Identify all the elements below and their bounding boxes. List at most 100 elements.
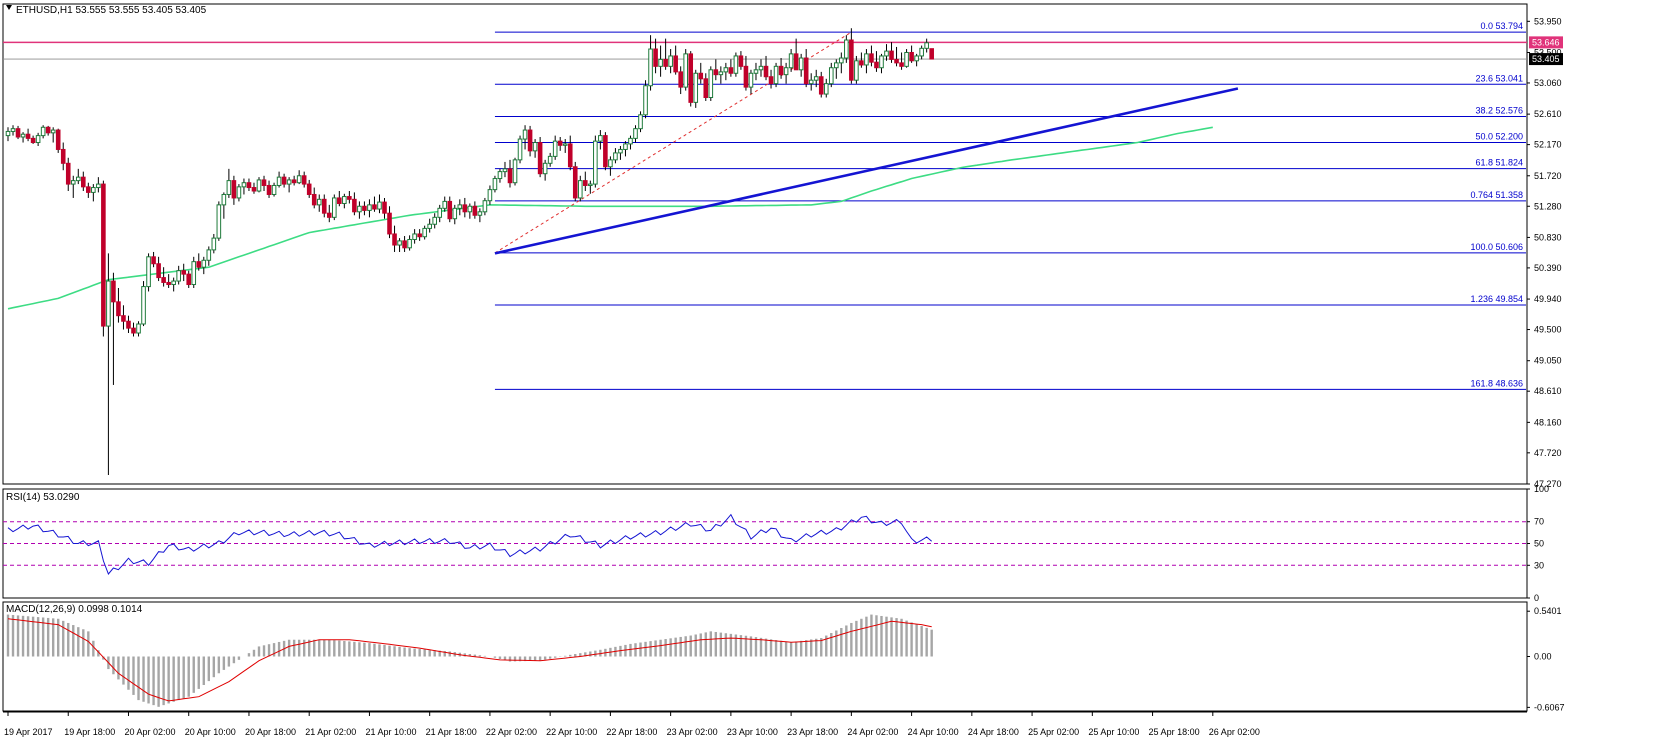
candle: [286, 177, 292, 193]
time-tick-label: 24 Apr 10:00: [908, 727, 959, 737]
candle-body: [603, 135, 608, 168]
candle-body: [86, 186, 91, 193]
candle: [583, 171, 588, 192]
candle: [638, 111, 643, 133]
candle: [803, 49, 809, 88]
candle-body: [20, 133, 26, 138]
candle: [919, 45, 924, 60]
candle: [25, 128, 31, 142]
candle-body: [226, 180, 232, 195]
candle: [156, 256, 161, 282]
candle: [106, 253, 111, 475]
triangle-down-icon[interactable]: [6, 5, 12, 10]
rsi-panel: 100 70 50 30 0: [2, 484, 1549, 603]
fib-level-label: 38.2 52.576: [1475, 105, 1523, 115]
candle: [653, 38, 658, 74]
time-tick-label: 26 Apr 02:00: [1209, 727, 1260, 737]
candle-body: [839, 57, 844, 64]
candle-body: [477, 211, 483, 216]
candle: [146, 253, 151, 292]
candle: [633, 125, 638, 143]
candle: [166, 274, 171, 288]
candle: [50, 127, 56, 143]
candle-body: [864, 53, 869, 66]
candle: [452, 204, 458, 225]
candle: [211, 233, 217, 254]
candle: [60, 142, 66, 171]
price-tick-label: 47.720: [1534, 448, 1562, 458]
time-tick-label: 22 Apr 02:00: [486, 727, 537, 737]
candle-body: [251, 187, 257, 192]
price-tick-label: 53.950: [1534, 16, 1562, 26]
candle: [397, 238, 402, 252]
price-tick-label: 53.060: [1534, 78, 1562, 88]
candle-body: [753, 69, 759, 74]
candle-body: [111, 280, 116, 303]
price-badge: [1529, 53, 1563, 66]
candle-body: [698, 72, 704, 80]
price-tick-label: 49.940: [1534, 294, 1562, 304]
candle-body: [527, 129, 533, 152]
candle-body: [126, 320, 131, 329]
candle-body: [738, 55, 744, 67]
candle: [698, 62, 704, 84]
candle-body: [598, 135, 603, 142]
candle: [904, 49, 909, 68]
candle-body: [377, 201, 382, 210]
candle-body: [583, 180, 588, 186]
candle: [372, 196, 377, 212]
candle: [507, 159, 513, 188]
candle-body: [352, 198, 357, 213]
candle-body: [186, 273, 192, 286]
candle-body: [869, 53, 874, 63]
candle-body: [30, 137, 36, 144]
time-tick-label: 23 Apr 18:00: [787, 727, 838, 737]
candle-body: [367, 204, 372, 211]
macd-title: MACD(12,26,9) 0.0998 0.1014: [6, 604, 143, 615]
candle-body: [357, 205, 362, 213]
candle: [713, 59, 719, 81]
candle-body: [909, 51, 914, 62]
candle-body: [914, 55, 919, 62]
candle: [859, 52, 864, 68]
candle-body: [643, 85, 648, 116]
price-tick-label: 53.500: [1534, 47, 1562, 57]
candle-body: [577, 180, 583, 199]
candle-body: [633, 128, 638, 139]
candle-body: [437, 207, 443, 218]
candle: [20, 132, 26, 143]
candle: [141, 281, 146, 327]
moving-average-line: [7, 126, 1213, 310]
candle-body: [808, 79, 814, 85]
time-tick-label: 21 Apr 10:00: [365, 727, 416, 737]
candle: [186, 270, 192, 288]
candle-body: [382, 201, 387, 214]
rsi-tick-label: 0: [1534, 593, 1539, 603]
candle: [849, 28, 854, 84]
fib-diagonal-line: [494, 31, 852, 254]
candle-body: [151, 256, 156, 265]
candle: [562, 139, 568, 153]
candle: [291, 175, 297, 186]
candle-body: [266, 184, 272, 195]
candle-body: [106, 280, 111, 327]
candle-body: [407, 238, 412, 249]
candle-body: [60, 148, 66, 164]
candle: [392, 225, 397, 252]
candle: [864, 49, 869, 74]
candle: [527, 125, 533, 157]
candle-body: [497, 171, 503, 180]
candle-body: [35, 135, 41, 144]
candle-body: [668, 55, 673, 67]
candle-body: [176, 270, 181, 282]
candle: [552, 135, 558, 160]
candle-body: [678, 71, 683, 88]
candle-body: [793, 53, 799, 71]
candle-body: [929, 48, 934, 60]
candle: [161, 267, 166, 287]
time-tick-label: 25 Apr 18:00: [1149, 727, 1200, 737]
time-tick-label: 20 Apr 10:00: [185, 727, 236, 737]
candle: [45, 125, 51, 136]
time-tick-label: 23 Apr 10:00: [727, 727, 778, 737]
